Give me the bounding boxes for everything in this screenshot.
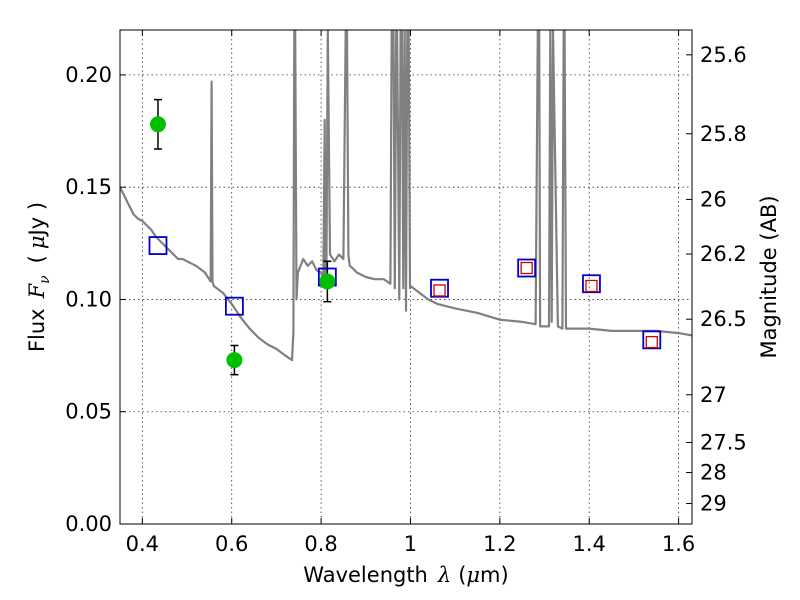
y2-tick-label: 25.6 — [700, 43, 747, 67]
x-tick-label: 0.6 — [215, 532, 248, 556]
x-tick-label: 1.4 — [573, 532, 606, 556]
y-tick-label: 0.00 — [65, 512, 112, 536]
model-photometry-square — [642, 330, 662, 350]
x-tick-label: 1.6 — [662, 532, 695, 556]
x-axis-label: Wavelength λ (μm) — [303, 563, 508, 587]
limit-square — [585, 279, 598, 293]
y2-axis-label: Magnitude (AB) — [757, 195, 781, 358]
model-photometry-square — [517, 258, 537, 278]
y2-axis-ticks: 25.6 25.8 26 26.2 26.5 27 27.5 28 29 — [686, 43, 747, 516]
y-tick-label: 0.10 — [65, 287, 112, 311]
limit-square — [433, 284, 446, 297]
model-photometry-square — [224, 296, 244, 316]
y2-tick-label: 26 — [700, 187, 727, 211]
x-axis-ticks: 0.4 0.6 0.8 1 1.2 1.4 1.6 — [126, 30, 695, 556]
y2-tick-label: 28 — [700, 461, 727, 485]
y-tick-label: 0.05 — [65, 400, 112, 424]
y-axis-label: FluxFν(μJy ) — [25, 202, 53, 352]
y-tick-label: 0.15 — [65, 175, 112, 199]
observed-point — [226, 352, 243, 369]
y2-tick-label: 29 — [700, 492, 727, 516]
model-photometry-square — [430, 278, 449, 298]
y2-tick-label: 26.5 — [700, 307, 747, 331]
points-layer — [148, 98, 662, 376]
x-tick-label: 0.8 — [304, 532, 337, 556]
y2-tick-label: 26.2 — [700, 242, 747, 266]
y2-tick-label: 27.5 — [700, 430, 747, 454]
x-tick-label: 0.4 — [126, 532, 159, 556]
y-tick-label: 0.20 — [65, 63, 112, 87]
sed-layer — [120, 30, 692, 362]
limit-square — [645, 335, 658, 349]
y2-tick-label: 27 — [700, 383, 727, 407]
x-tick-label: 1.2 — [483, 532, 516, 556]
model-photometry-square — [148, 236, 168, 255]
limit-square — [520, 261, 533, 275]
y2-tick-label: 25.8 — [700, 122, 747, 146]
plot-frame — [119, 29, 693, 525]
y-axis-ticks: 0.00 0.05 0.10 0.15 0.20 — [65, 63, 126, 536]
observed-point — [149, 116, 166, 133]
x-tick-label: 1 — [404, 532, 417, 556]
model-photometry-square — [582, 274, 601, 294]
sed-line — [120, 30, 692, 362]
observed-point — [319, 273, 336, 290]
